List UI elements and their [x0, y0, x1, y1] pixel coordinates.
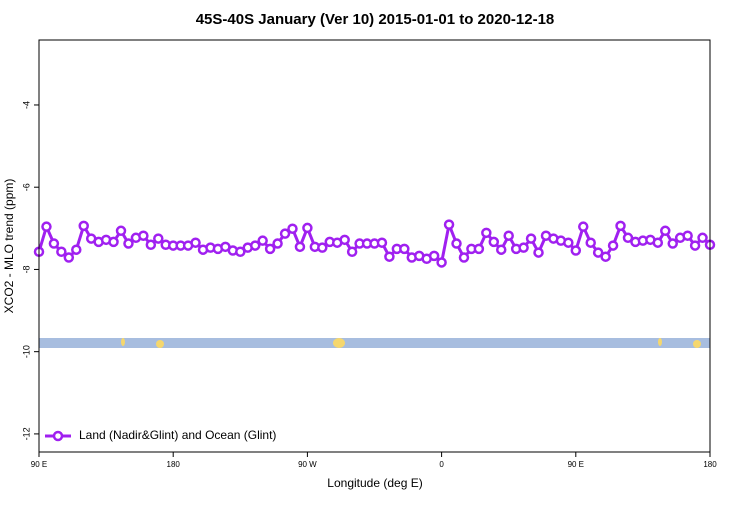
data-point: [190, 237, 201, 248]
x-tick-label: 180: [167, 460, 181, 469]
data-point: [443, 219, 455, 230]
data-point: [115, 225, 127, 237]
y-tick-label: -6: [21, 183, 31, 191]
data-point: [272, 238, 283, 249]
y-tick-label: -8: [21, 265, 31, 273]
data-point: [592, 247, 604, 258]
data-point: [138, 230, 149, 241]
data-point: [533, 247, 544, 258]
data-point: [585, 237, 596, 248]
data-point: [376, 237, 388, 248]
chart-title: 45S-40S January (Ver 10) 2015-01-01 to 2…: [196, 11, 555, 28]
data-point: [600, 251, 611, 262]
land-patch: [658, 338, 662, 346]
data-point: [488, 236, 500, 248]
y-tick-label: -10: [21, 345, 31, 358]
data-point: [495, 244, 507, 255]
data-point: [622, 232, 634, 244]
data-point: [48, 238, 60, 249]
data-point: [525, 233, 537, 244]
data-point: [153, 233, 164, 244]
data-point: [615, 220, 626, 232]
data-point: [563, 237, 574, 248]
data-point: [108, 236, 119, 248]
data-point: [436, 257, 447, 268]
data-point: [145, 239, 157, 251]
data-point: [56, 246, 67, 258]
data-point: [41, 221, 52, 232]
data-point: [249, 240, 261, 251]
legend-marker: [52, 430, 64, 442]
data-point: [481, 227, 492, 239]
data-point: [384, 251, 395, 262]
data-point: [63, 252, 75, 263]
data-point: [264, 243, 276, 255]
x-tick-label: 90 E: [568, 460, 584, 469]
data-point: [428, 250, 440, 262]
x-tick-label: 90 W: [298, 460, 317, 469]
y-axis-label: XCO2 - MLO trend (ppm): [2, 179, 16, 314]
data-point: [399, 243, 410, 255]
data-point: [660, 225, 671, 237]
data-point: [697, 232, 708, 244]
data-point: [458, 252, 470, 263]
land-patch: [693, 340, 701, 348]
land-patch: [121, 338, 125, 346]
data-point: [257, 235, 268, 246]
legend-label: Land (Nadir&Glint) and Ocean (Glint): [79, 428, 276, 442]
data-point: [503, 230, 514, 241]
plot-frame: [38, 39, 711, 453]
y-tick-label: -12: [21, 427, 31, 440]
data-point: [294, 241, 306, 253]
data-point: [451, 238, 462, 249]
data-point: [279, 228, 291, 239]
data-point: [339, 234, 350, 246]
ocean-strip: [39, 338, 710, 348]
land-patch: [333, 338, 345, 348]
data-point: [518, 242, 529, 253]
data-point: [123, 238, 134, 249]
surface-strip: [39, 338, 710, 348]
x-axis-label: Longitude (deg E): [327, 476, 422, 490]
data-point: [578, 221, 589, 232]
x-tick-label: 90 E: [31, 460, 47, 469]
data-point: [689, 240, 701, 251]
y-tick-label: -4: [21, 101, 31, 109]
x-tick-label: 0: [439, 460, 444, 469]
data-point: [652, 237, 664, 248]
data-point: [71, 244, 82, 255]
data-point: [317, 242, 328, 253]
land-patch: [156, 340, 164, 348]
data-point: [287, 223, 298, 234]
data-point: [570, 245, 582, 256]
data-point: [302, 222, 313, 234]
data-point: [607, 240, 619, 251]
x-tick-label: 180: [703, 460, 717, 469]
data-point: [346, 246, 358, 258]
data-point: [667, 238, 678, 249]
data-point: [682, 230, 693, 241]
data-point: [235, 246, 246, 258]
data-point: [473, 243, 485, 255]
data-point: [78, 220, 89, 232]
